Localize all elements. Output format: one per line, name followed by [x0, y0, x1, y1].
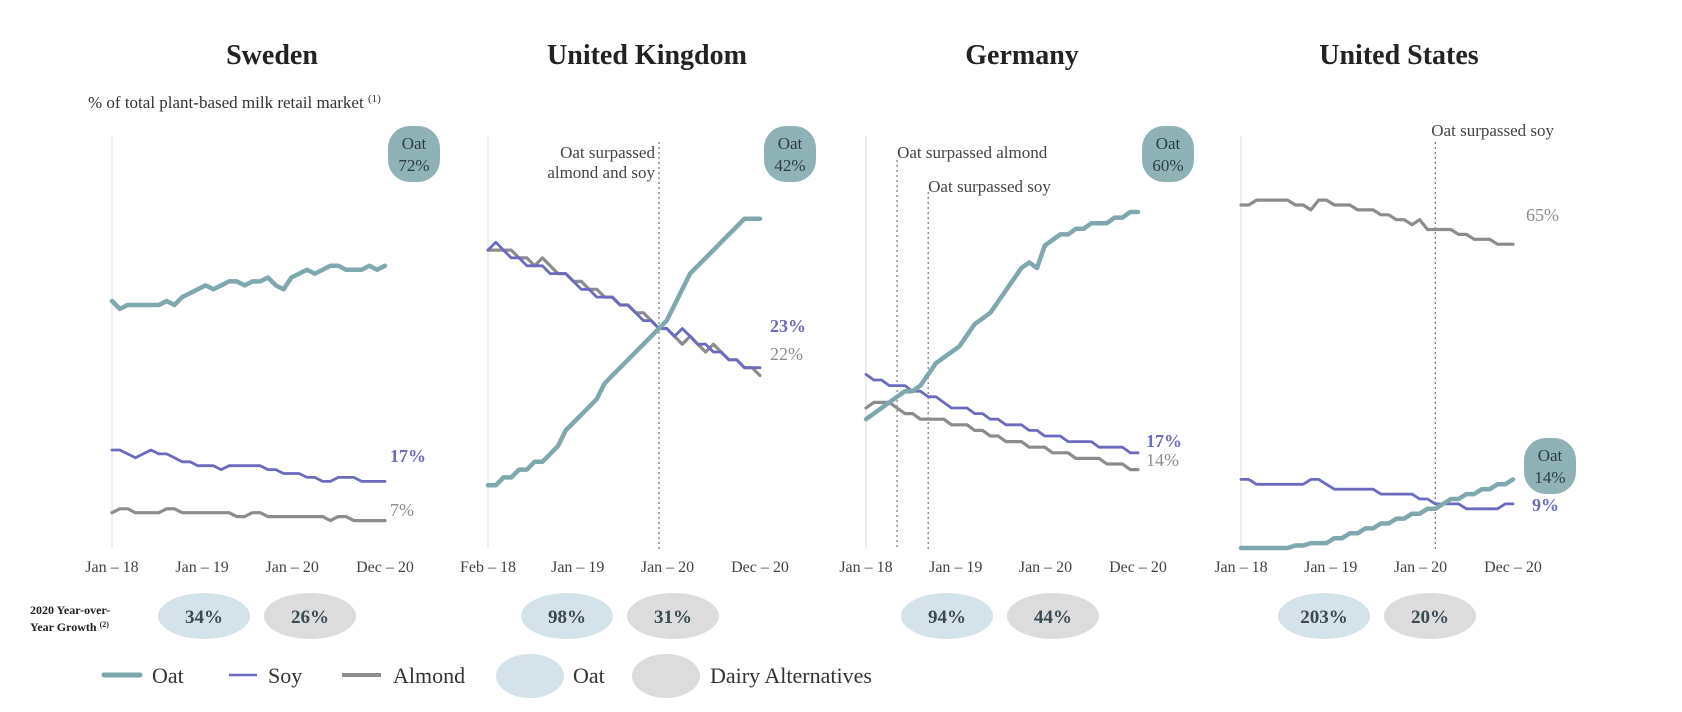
growth-oat-value: 34% — [185, 607, 223, 628]
oat-callout-value: 42% — [774, 156, 805, 175]
oat-callout-value: 72% — [398, 156, 429, 175]
series-line-almond — [1239, 198, 1515, 246]
legend-almond-label: Almond — [393, 663, 465, 688]
growth-dairy-value: 44% — [1034, 607, 1072, 628]
series-line-soy — [110, 448, 387, 483]
growth-label-line1: 2020 Year-over- — [30, 603, 110, 617]
x-tick-label: Jan – 19 — [929, 559, 982, 576]
legend-oat-label: Oat — [152, 663, 184, 688]
oat-callout-value: 14% — [1534, 468, 1565, 487]
subtitle-footnote: (1) — [368, 93, 381, 105]
annotation-label: Oat surpassed — [560, 143, 655, 162]
oat-callout-label: Oat — [1538, 446, 1563, 465]
growth-oat-value: 98% — [548, 607, 586, 628]
oat-callout-label: Oat — [1156, 134, 1181, 153]
end-label-soy: 9% — [1532, 495, 1559, 515]
growth-oat-value: 94% — [928, 607, 966, 628]
series-line-soy — [486, 240, 762, 370]
x-tick-label: Jan – 18 — [85, 559, 138, 576]
growth-dairy-ellipse — [264, 593, 356, 639]
growth-oat-value: 203% — [1300, 607, 1348, 628]
x-tick-label: Jan – 19 — [175, 559, 228, 576]
x-tick-label: Jan – 18 — [1214, 559, 1267, 576]
end-label-almond: 22% — [770, 344, 803, 364]
series-line-oat — [109, 263, 388, 312]
growth-dairy-ellipse — [627, 593, 719, 639]
end-label-almond: 65% — [1526, 205, 1559, 225]
oat-callout-bubble — [1142, 126, 1194, 182]
x-tick-label: Dec – 20 — [731, 559, 789, 576]
x-tick-label: Jan – 19 — [1304, 559, 1357, 576]
title-united-states: United States — [1319, 40, 1479, 71]
title-germany: Germany — [965, 40, 1079, 71]
growth-oat-ellipse — [901, 593, 993, 639]
legend: Oat Soy Almond Oat Dairy Alternatives — [101, 654, 872, 698]
end-label-almond: 14% — [1146, 450, 1179, 470]
legend-oat-growth-swatch — [496, 654, 564, 698]
growth-label-line2: Year Growth — [30, 620, 97, 634]
legend-soy-label: Soy — [268, 663, 302, 688]
oat-callout-bubble — [388, 126, 440, 182]
growth-dairy-value: 26% — [291, 607, 329, 628]
growth-dairy-value: 20% — [1411, 607, 1449, 628]
growth-oat-ellipse — [1278, 593, 1370, 639]
series-line-almond — [486, 248, 762, 378]
end-label-almond: 7% — [390, 500, 414, 520]
x-tick-label: Dec – 20 — [1484, 559, 1542, 576]
annotation-label: Oat surpassed almond — [897, 143, 1048, 162]
annotation-label: Oat surpassed soy — [928, 177, 1051, 196]
growth-oat-ellipse — [521, 593, 613, 639]
chart-panels: 17% 7% Oat 72% Jan – 18 Jan – 19 Jan – 20 Dec –… — [85, 121, 1576, 639]
growth-row-label-2: Year Growth (2) — [30, 620, 109, 634]
series-line-almond — [864, 400, 1140, 472]
oat-callout-value: 60% — [1152, 156, 1183, 175]
panel-germany: Oat surpassed almond Oat surpassed soy 17%… — [839, 126, 1194, 639]
title-united-kingdom: United Kingdom — [547, 40, 747, 71]
x-tick-label: Dec – 20 — [1109, 559, 1167, 576]
x-tick-label: Jan – 19 — [551, 559, 604, 576]
series-line-soy — [1239, 478, 1515, 511]
title-sweden: Sweden — [226, 40, 318, 71]
oat-callout-bubble — [764, 126, 816, 182]
x-tick-label: Jan – 20 — [1019, 559, 1072, 576]
legend-dairy-label: Dairy Alternatives — [710, 663, 872, 688]
annotation-label-line2: almond and soy — [547, 163, 655, 182]
series-line-oat — [485, 216, 763, 488]
series-line-oat — [863, 209, 1141, 422]
oat-callout-label: Oat — [778, 134, 803, 153]
panel-united-states: Oat surpassed soy 9% 65% Oat 14% Jan – 18 Jan … — [1214, 121, 1576, 639]
growth-row-label: 2020 Year-over- — [30, 603, 110, 617]
growth-oat-ellipse — [158, 593, 250, 639]
oat-callout-bubble — [1524, 438, 1576, 494]
subtitle: % of total plant-based milk retail marke… — [88, 93, 381, 112]
x-tick-label: Jan – 20 — [1394, 559, 1447, 576]
oat-callout-label: Oat — [402, 134, 427, 153]
end-label-soy: 23% — [770, 316, 806, 336]
growth-dairy-ellipse — [1007, 593, 1099, 639]
end-label-soy: 17% — [1146, 431, 1182, 451]
end-label-soy: 17% — [390, 446, 426, 466]
x-tick-label: Jan – 20 — [641, 559, 694, 576]
legend-dairy-swatch — [632, 654, 700, 698]
subtitle-text: % of total plant-based milk retail marke… — [88, 93, 364, 112]
x-tick-label: Feb – 18 — [460, 559, 516, 576]
series-line-oat — [1238, 477, 1516, 551]
x-tick-label: Jan – 20 — [266, 559, 319, 576]
growth-label-footnote: (2) — [100, 620, 110, 629]
annotation-label: Oat surpassed soy — [1431, 121, 1554, 140]
panel-sweden: 17% 7% Oat 72% Jan – 18 Jan – 19 Jan – 20 Dec –… — [85, 126, 440, 639]
x-tick-label: Jan – 18 — [839, 559, 892, 576]
legend-oat-growth-label: Oat — [573, 663, 605, 688]
growth-dairy-ellipse — [1384, 593, 1476, 639]
x-tick-label: Dec – 20 — [356, 559, 414, 576]
growth-dairy-value: 31% — [654, 607, 692, 628]
series-line-almond — [110, 507, 387, 523]
